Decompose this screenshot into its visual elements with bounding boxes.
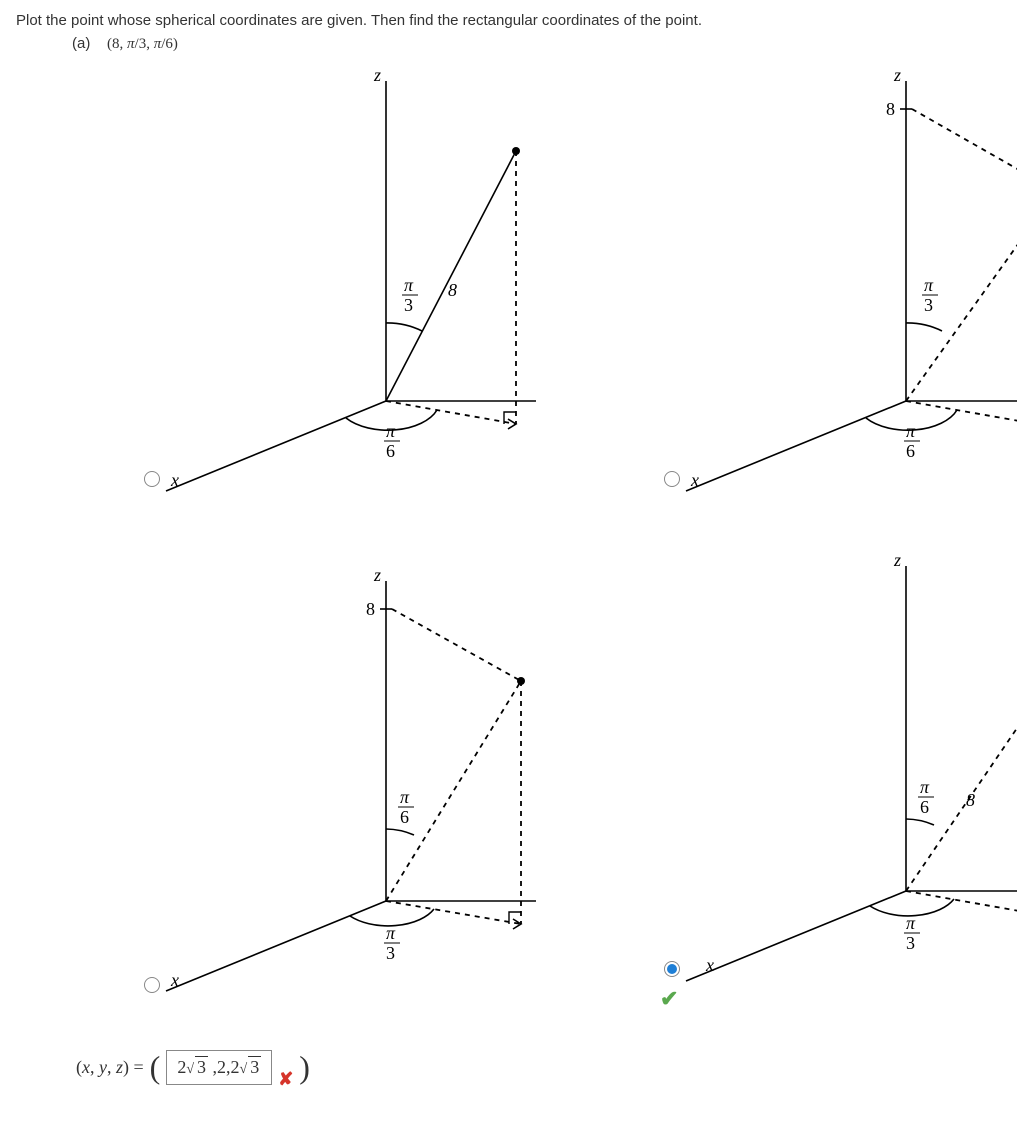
radius-label: 8 <box>448 280 457 300</box>
diagram-grid: z y x 8 <box>16 61 1001 1041</box>
problem-statement: Plot the point whose spherical coordinat… <box>16 12 1001 29</box>
theta-den: 6 <box>386 441 395 461</box>
phi-num: π <box>924 275 934 295</box>
phi-num: π <box>920 777 930 797</box>
diagram-option-a: z y x 8 <box>16 61 536 551</box>
z-tick-label: 8 <box>886 99 895 119</box>
theta-den: 6 <box>906 441 915 461</box>
theta-den: 3 <box>906 933 915 953</box>
diagram-option-c: z y x 8 π <box>16 551 536 1041</box>
phi-den: 3 <box>924 295 933 315</box>
theta-num: π <box>386 421 396 441</box>
radio-option-b[interactable] <box>664 471 680 487</box>
phi-num: π <box>404 275 414 295</box>
theta-den: 3 <box>386 943 395 963</box>
axis-x-label: x <box>170 970 179 990</box>
axis-z-label: z <box>893 65 901 85</box>
radio-option-c[interactable] <box>144 977 160 993</box>
diagram-d-svg: z x 8 π 3 π 6 <box>536 551 1017 1041</box>
radio-option-d[interactable] <box>664 961 680 977</box>
axis-x-label: x <box>690 470 699 490</box>
diagram-option-b: z x 8 π 6 <box>536 61 1017 551</box>
phi-den: 3 <box>404 295 413 315</box>
axis-z-label: z <box>373 65 381 85</box>
z-tick-label: 8 <box>366 599 375 619</box>
axis-x-label: x <box>705 955 714 975</box>
phi-num: π <box>400 787 410 807</box>
answer-input[interactable]: 2√3 ,2,2√3 <box>166 1050 272 1085</box>
theta-num: π <box>386 923 396 943</box>
diagram-a-svg: z y x 8 <box>16 61 536 551</box>
problem-part: (a) (8, π/3, π/6) <box>72 35 1001 53</box>
diagram-b-svg: z x 8 π 6 <box>536 61 1017 551</box>
answer-row: (x, y, z) = ( 2√3 ,2,2√3 ✘ ) <box>76 1049 1001 1086</box>
theta-num: π <box>906 913 916 933</box>
wrong-icon: ✘ <box>278 1069 293 1090</box>
radio-option-a[interactable] <box>144 471 160 487</box>
part-coords: (8, π/3, π/6) <box>107 36 178 52</box>
left-paren: ( <box>150 1049 161 1086</box>
radius-label: 8 <box>966 790 975 810</box>
axis-z-label: z <box>373 565 381 585</box>
check-icon: ✔ <box>660 986 678 1012</box>
diagram-c-svg: z y x 8 π <box>16 551 536 1041</box>
right-paren: ) <box>299 1049 310 1086</box>
axis-x-label: x <box>170 470 179 490</box>
phi-den: 6 <box>400 807 409 827</box>
axis-z-label: z <box>893 551 901 570</box>
answer-lhs: (x, y, z) = <box>76 1057 144 1078</box>
diagram-option-d: ✔ z x 8 π 3 <box>536 551 1017 1041</box>
phi-den: 6 <box>920 797 929 817</box>
part-label: (a) <box>72 35 90 52</box>
theta-num: π <box>906 421 916 441</box>
